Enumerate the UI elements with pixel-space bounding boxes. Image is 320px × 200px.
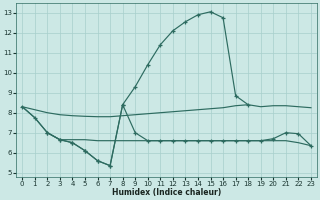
X-axis label: Humidex (Indice chaleur): Humidex (Indice chaleur) bbox=[112, 188, 221, 197]
